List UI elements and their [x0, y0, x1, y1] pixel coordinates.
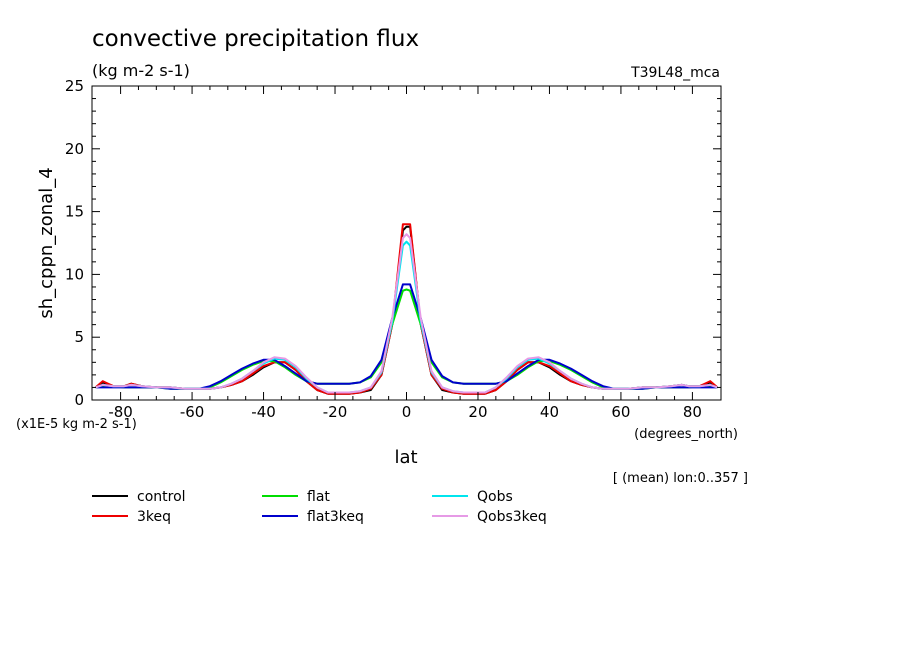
y-tick-label: 15: [65, 203, 84, 221]
y-tick-label: 5: [74, 328, 84, 346]
x-tick-label: 0: [402, 403, 412, 421]
y-tick-label: 20: [65, 140, 84, 158]
legend-item-qobs3keq: Qobs3keq: [432, 509, 547, 525]
chart-title: convective precipitation flux: [92, 26, 419, 52]
legend-item-3keq: 3keq: [92, 509, 171, 525]
y-tick-label: 0: [74, 391, 84, 409]
series-line-qobs3keq: [95, 233, 718, 394]
y-tick-labels: 0 5 10 15 20 25: [65, 77, 84, 409]
averaging-note: [ (mean) lon:0..357 ]: [613, 471, 748, 486]
legend: control 3keq flat flat3keq Qobs Qobs3keq: [92, 489, 547, 525]
y-axis-label: sh_cppn_zonal_4: [36, 167, 57, 318]
legend-label: control: [137, 489, 186, 505]
legend-label: 3keq: [137, 509, 171, 525]
legend-label: flat3keq: [307, 509, 364, 525]
x-tick-label: -40: [251, 403, 276, 421]
x-tick-labels: -80 -60 -40 -20 0 20 40 60 80: [108, 403, 702, 421]
run-label: T39L48_mca: [630, 65, 720, 81]
series-line-flat3keq: [95, 283, 718, 390]
x-axis-label: lat: [394, 447, 417, 468]
legend-item-flat3keq: flat3keq: [262, 509, 364, 525]
legend-item-qobs: Qobs: [432, 489, 513, 505]
y-tick-label: 10: [65, 265, 84, 283]
chart-units: (kg m-2 s-1): [92, 61, 190, 80]
y-scale-note: (x1E-5 kg m-2 s-1): [16, 417, 137, 432]
x-tick-label: -80: [108, 403, 133, 421]
x-axis-units: (degrees_north): [634, 427, 738, 442]
legend-label: flat: [307, 489, 330, 505]
x-tick-label: 20: [468, 403, 487, 421]
plot-frame: [91, 85, 722, 401]
legend-item-flat: flat: [262, 489, 330, 505]
legend-label: Qobs3keq: [477, 509, 547, 525]
x-tick-label: -20: [323, 403, 348, 421]
x-tick-label: 40: [540, 403, 559, 421]
x-tick-label: 80: [683, 403, 702, 421]
series-group: [94, 223, 719, 395]
y-tick-label: 25: [65, 77, 84, 95]
legend-label: Qobs: [477, 489, 513, 505]
legend-item-control: control: [92, 489, 186, 505]
x-tick-label: 60: [611, 403, 630, 421]
x-tick-label: -60: [180, 403, 205, 421]
